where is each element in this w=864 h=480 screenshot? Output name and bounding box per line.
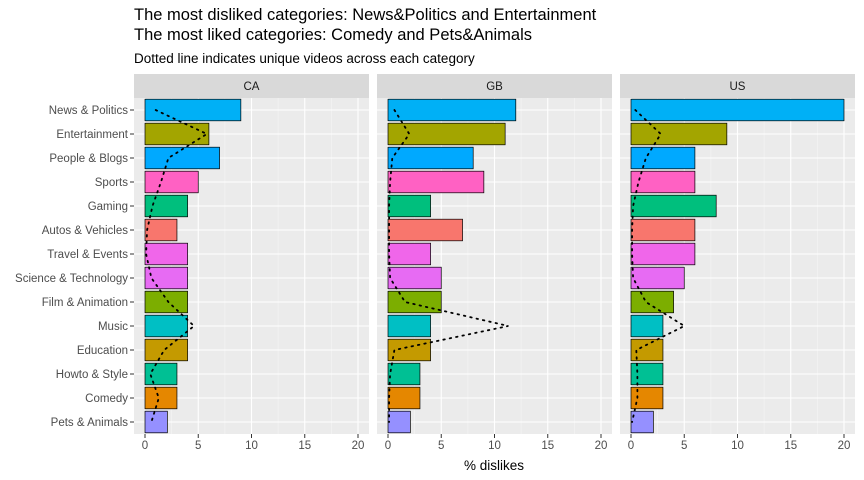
x-axis-title: % dislikes bbox=[464, 458, 524, 473]
y-tick-label: Autos & Vehicles bbox=[42, 225, 129, 237]
panel-strip bbox=[620, 74, 855, 98]
bar bbox=[144, 218, 178, 242]
bar bbox=[387, 266, 442, 290]
panel-label: CA bbox=[244, 81, 260, 93]
bar bbox=[387, 386, 421, 410]
bar bbox=[144, 410, 168, 434]
bar bbox=[144, 266, 188, 290]
x-tick-label: 5 bbox=[438, 440, 444, 452]
x-tick-label: 0 bbox=[628, 440, 634, 452]
x-tick-label: 5 bbox=[195, 440, 201, 452]
panel-gb: GB 0 5 10 15 20 bbox=[377, 74, 612, 452]
y-tick-label: Howto & Style bbox=[56, 369, 128, 381]
bar bbox=[387, 362, 421, 386]
bar bbox=[144, 338, 188, 362]
unique-videos-dotted-line bbox=[388, 109, 509, 423]
bar bbox=[630, 290, 674, 314]
bar bbox=[387, 146, 474, 170]
bar bbox=[144, 146, 220, 170]
y-tick-label: Education bbox=[77, 345, 128, 357]
chart-title-line2: The most liked categories: Comedy and Pe… bbox=[134, 26, 533, 44]
bar bbox=[630, 314, 664, 338]
bar bbox=[387, 122, 506, 146]
y-tick-label: Entertainment bbox=[56, 129, 128, 141]
bar bbox=[144, 98, 242, 122]
y-tick-label: Pets & Animals bbox=[51, 417, 129, 429]
bar bbox=[630, 122, 728, 146]
panel-label: GB bbox=[486, 81, 503, 93]
bar bbox=[630, 362, 664, 386]
bar bbox=[144, 122, 210, 146]
y-tick-label: Travel & Events bbox=[47, 249, 128, 261]
y-tick-label: Music bbox=[98, 321, 128, 333]
unique-videos-dotted-line bbox=[631, 109, 687, 423]
x-tick-label: 15 bbox=[298, 440, 311, 452]
bar bbox=[387, 170, 485, 194]
x-tick-label: 20 bbox=[838, 440, 851, 452]
bar bbox=[144, 242, 188, 266]
bar bbox=[630, 194, 717, 218]
bar bbox=[144, 194, 188, 218]
panel-strip bbox=[377, 74, 612, 98]
panel-label: US bbox=[730, 81, 746, 93]
bar bbox=[630, 98, 845, 122]
bar bbox=[387, 290, 442, 314]
x-tick-label: 15 bbox=[784, 440, 797, 452]
bar bbox=[387, 410, 411, 434]
bar bbox=[630, 386, 664, 410]
bar bbox=[630, 242, 696, 266]
bar bbox=[144, 386, 178, 410]
bar bbox=[387, 98, 517, 122]
bar bbox=[387, 194, 431, 218]
x-tick-label: 0 bbox=[142, 440, 148, 452]
bar bbox=[144, 290, 188, 314]
bar bbox=[144, 170, 199, 194]
unique-videos-dotted-line bbox=[145, 109, 209, 423]
y-tick-label: Comedy bbox=[85, 393, 128, 405]
chart-subtitle: Dotted line indicates unique videos acro… bbox=[134, 51, 475, 66]
panel-us: US 0 5 10 15 20 bbox=[620, 74, 855, 452]
bar bbox=[387, 242, 431, 266]
bar bbox=[144, 314, 188, 338]
x-tick-label: 20 bbox=[595, 440, 608, 452]
x-tick-label: 15 bbox=[541, 440, 554, 452]
x-tick-label: 0 bbox=[385, 440, 391, 452]
bar bbox=[630, 266, 685, 290]
y-tick-label: Sports bbox=[95, 177, 128, 189]
y-tick-label: Film & Animation bbox=[42, 297, 128, 309]
bar bbox=[630, 146, 696, 170]
bar bbox=[387, 314, 431, 338]
y-tick-label: News & Politics bbox=[49, 105, 128, 117]
panel-ca: CA 0 5 10 15 20 bbox=[134, 74, 369, 452]
x-tick-label: 20 bbox=[352, 440, 365, 452]
bar bbox=[387, 218, 463, 242]
bar bbox=[630, 170, 696, 194]
bar bbox=[630, 218, 696, 242]
y-tick-label: People & Blogs bbox=[49, 153, 128, 165]
x-tick-label: 10 bbox=[731, 440, 744, 452]
bar bbox=[144, 362, 178, 386]
x-tick-label: 10 bbox=[488, 440, 501, 452]
bar bbox=[630, 410, 654, 434]
chart-title-line1: The most disliked categories: News&Polit… bbox=[134, 6, 597, 24]
y-tick-label: Gaming bbox=[88, 201, 128, 213]
x-tick-label: 5 bbox=[681, 440, 687, 452]
panel-strip bbox=[134, 74, 369, 98]
x-tick-label: 10 bbox=[245, 440, 258, 452]
y-tick-label: Science & Technology bbox=[15, 273, 128, 285]
bar bbox=[630, 338, 664, 362]
